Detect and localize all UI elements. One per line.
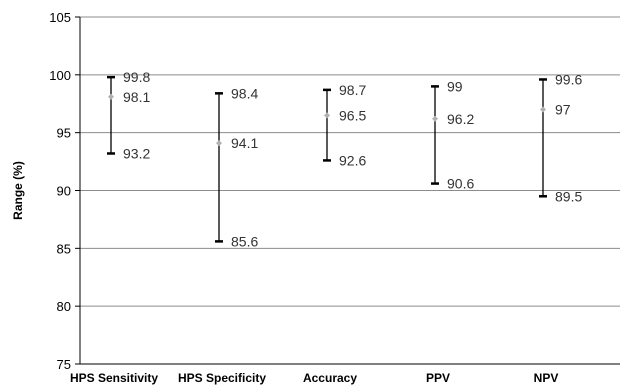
y-tick-label: 75 (57, 357, 71, 372)
mean-value-label: 96.5 (339, 107, 366, 123)
mean-value-label: 96.2 (447, 111, 474, 127)
category-label: NPV (534, 371, 559, 385)
low-value-label: 85.6 (231, 233, 258, 249)
y-tick-label: 100 (49, 68, 71, 83)
range-marks: 99.8 98.1 93.2 98.4 94.1 85.6 98.7 96.5 92.6 99 96… (107, 69, 582, 249)
category-label: HPS Specificity (178, 371, 266, 385)
category-label: Accuracy (303, 371, 357, 385)
mean-marker (324, 112, 330, 119)
low-value-label: 92.6 (339, 152, 366, 168)
gridlines (80, 16, 620, 365)
mean-value-label: 94.1 (231, 135, 258, 151)
high-value-label: 99.6 (555, 71, 582, 87)
low-value-label: 90.6 (447, 176, 474, 192)
high-value-label: 99.8 (123, 69, 150, 85)
mean-value-label: 97 (555, 102, 571, 118)
low-value-label: 93.2 (123, 145, 150, 161)
mean-marker (216, 140, 222, 147)
mean-marker (108, 93, 114, 100)
high-value-label: 99 (447, 78, 463, 94)
high-value-label: 98.4 (231, 85, 258, 101)
y-tick-label: 95 (57, 126, 71, 141)
y-tick-label: 90 (57, 184, 71, 199)
category-label: PPV (426, 371, 450, 385)
high-value-label: 98.7 (339, 82, 366, 98)
y-tick-label: 85 (57, 241, 71, 256)
y-tick-labels: 75 80 85 90 95 100 105 (49, 10, 71, 372)
mean-marker (540, 106, 546, 113)
y-axis-title: Range (%) (11, 161, 25, 220)
y-tick-label: 105 (49, 10, 71, 25)
y-tick-label: 80 (57, 299, 71, 314)
category-labels: HPS Sensitivity HPS Specificity Accuracy PP… (70, 371, 558, 385)
category-label: HPS Sensitivity (70, 371, 158, 385)
low-value-label: 89.5 (555, 188, 582, 204)
mean-marker (432, 115, 438, 122)
axes (75, 16, 620, 365)
mean-value-label: 98.1 (123, 89, 150, 105)
